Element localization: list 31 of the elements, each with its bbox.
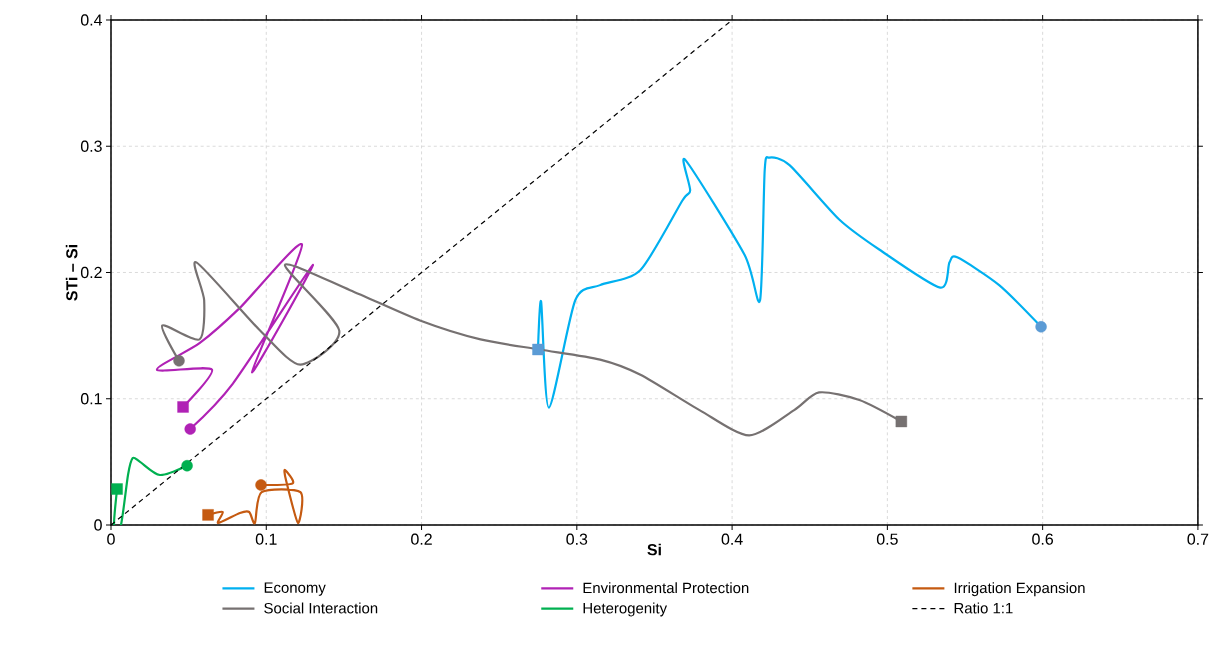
x-tick-label: 0.4 bbox=[721, 533, 743, 545]
point bbox=[255, 479, 267, 491]
point bbox=[895, 415, 908, 428]
point bbox=[173, 355, 185, 367]
y-tick-label: 0.4 bbox=[80, 14, 103, 26]
legend-label: Economy bbox=[264, 582, 326, 596]
point bbox=[177, 401, 189, 413]
point bbox=[184, 423, 196, 435]
y-axis-title: STi – Si bbox=[65, 244, 78, 301]
point bbox=[111, 483, 123, 495]
legend-label: Environmental Protection bbox=[583, 582, 749, 594]
legend-label: Heterogenity bbox=[583, 602, 668, 617]
point bbox=[202, 509, 214, 521]
legend-label: Irrigation Expansion bbox=[954, 582, 1085, 597]
point bbox=[532, 343, 544, 356]
x-tick-label: 0 bbox=[107, 533, 115, 545]
x-tick-label: 0.6 bbox=[1032, 533, 1054, 545]
y-tick-label: 0.1 bbox=[80, 393, 102, 405]
legend-label: Ratio 1:1 bbox=[954, 602, 1013, 614]
point bbox=[1035, 321, 1047, 333]
y-tick-label: 0.2 bbox=[80, 266, 102, 279]
x-tick-label: 0.1 bbox=[255, 533, 277, 545]
y-tick-label: 0 bbox=[94, 519, 102, 531]
x-tick-label: 0.3 bbox=[566, 533, 588, 545]
x-tick-label: 0.7 bbox=[1187, 533, 1209, 545]
x-axis-title: Si bbox=[647, 543, 661, 556]
point bbox=[181, 459, 193, 472]
x-tick-label: 0.2 bbox=[411, 533, 432, 545]
x-tick-label: 0.5 bbox=[876, 533, 898, 545]
y-tick-label: 0.3 bbox=[80, 140, 102, 152]
legend-label: Social Interaction bbox=[264, 602, 378, 614]
